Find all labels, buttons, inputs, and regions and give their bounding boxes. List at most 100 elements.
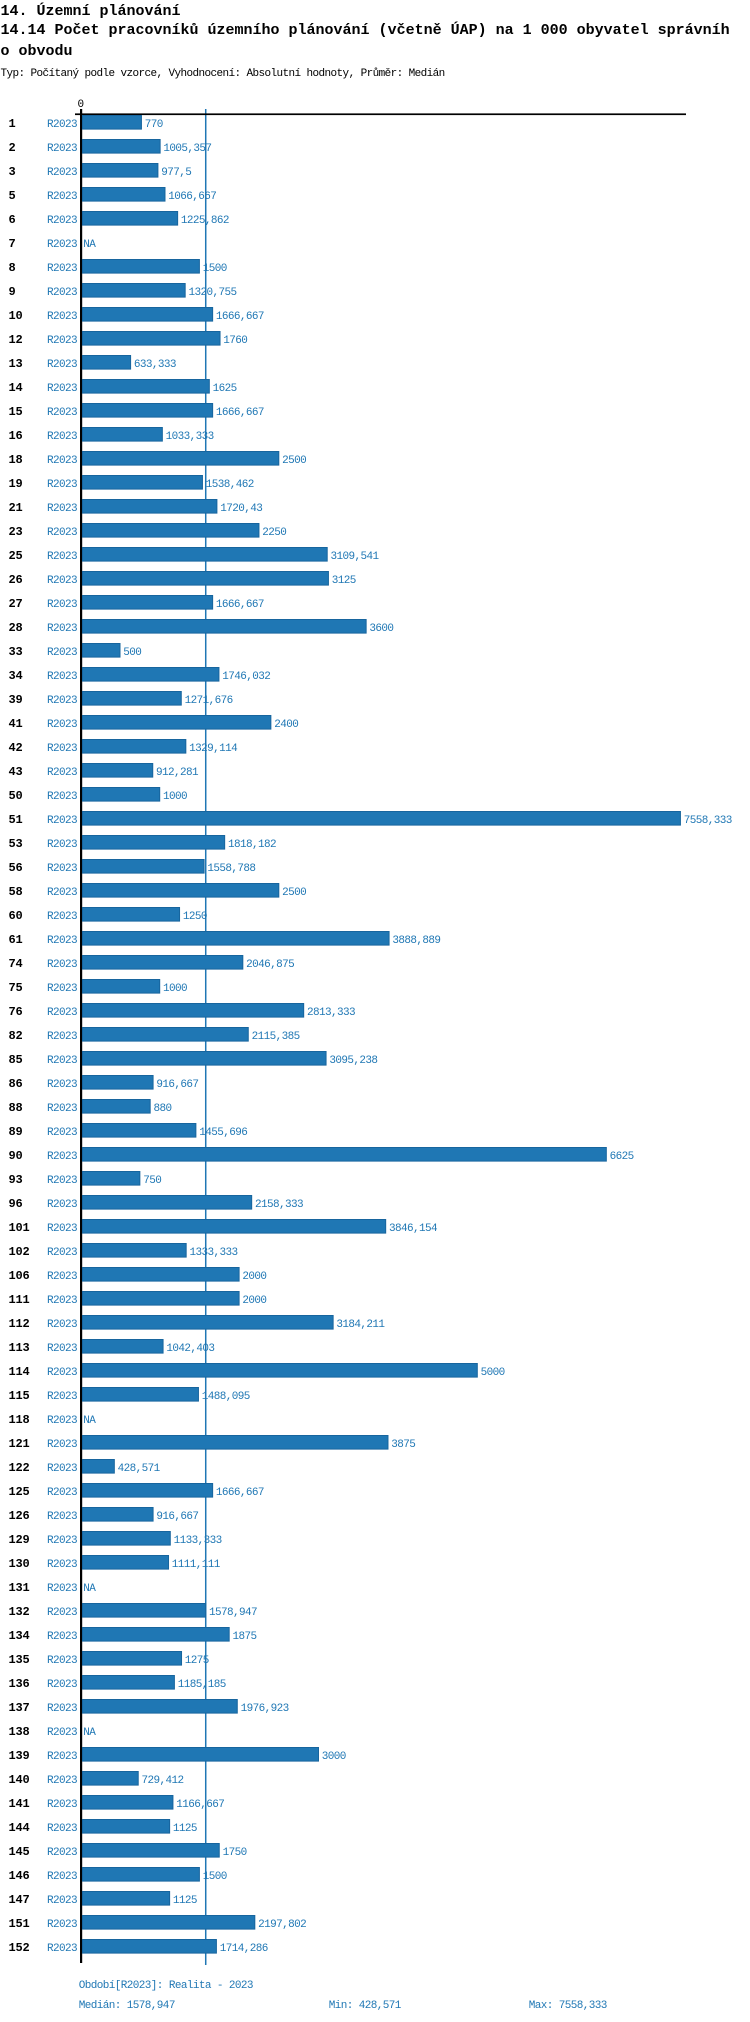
svg-text:770: 770: [145, 119, 163, 131]
svg-text:R2023: R2023: [47, 263, 77, 275]
svg-text:126: 126: [9, 1509, 30, 1523]
svg-text:R2023: R2023: [47, 1151, 77, 1163]
svg-text:R2023: R2023: [47, 815, 77, 827]
svg-text:5000: 5000: [481, 1367, 505, 1379]
svg-text:R2023: R2023: [47, 143, 77, 155]
svg-text:R2023: R2023: [47, 1247, 77, 1259]
svg-text:1329,114: 1329,114: [189, 743, 238, 755]
svg-text:R2023: R2023: [47, 407, 77, 419]
svg-text:R2023: R2023: [47, 1295, 77, 1307]
svg-text:3: 3: [9, 165, 16, 179]
svg-text:130: 130: [9, 1557, 30, 1571]
svg-text:R2023: R2023: [47, 1775, 77, 1787]
svg-text:7558,333: 7558,333: [684, 815, 732, 827]
svg-text:2500: 2500: [282, 887, 306, 899]
svg-text:14. Územní plánování: 14. Územní plánování: [1, 2, 181, 20]
svg-text:R2023: R2023: [47, 431, 77, 443]
svg-text:112: 112: [9, 1317, 30, 1331]
svg-text:R2023: R2023: [47, 551, 77, 563]
svg-text:1976,923: 1976,923: [241, 1703, 289, 1715]
svg-text:82: 82: [9, 1029, 23, 1043]
svg-text:916,667: 916,667: [156, 1511, 198, 1523]
svg-text:102: 102: [9, 1245, 30, 1259]
svg-text:R2023: R2023: [47, 839, 77, 851]
svg-text:139: 139: [9, 1749, 30, 1763]
svg-text:1166,667: 1166,667: [176, 1799, 224, 1811]
svg-text:1875: 1875: [233, 1631, 257, 1643]
svg-text:R2023: R2023: [47, 1679, 77, 1691]
svg-text:1225,862: 1225,862: [181, 215, 229, 227]
svg-text:144: 144: [9, 1821, 30, 1835]
svg-text:151: 151: [9, 1917, 30, 1931]
svg-text:1714,286: 1714,286: [220, 1943, 268, 1955]
svg-text:88: 88: [9, 1101, 23, 1115]
svg-text:6: 6: [9, 213, 16, 227]
svg-text:132: 132: [9, 1605, 30, 1619]
svg-text:R2023: R2023: [47, 1583, 77, 1595]
svg-text:1538,462: 1538,462: [206, 479, 254, 491]
svg-text:R2023: R2023: [47, 1823, 77, 1835]
svg-text:3184,211: 3184,211: [336, 1319, 385, 1331]
svg-text:R2023: R2023: [47, 239, 77, 251]
svg-text:R2023: R2023: [47, 719, 77, 731]
svg-text:141: 141: [9, 1797, 30, 1811]
svg-text:152: 152: [9, 1941, 30, 1955]
svg-text:1066,667: 1066,667: [168, 191, 216, 203]
svg-text:R2023: R2023: [47, 1535, 77, 1547]
svg-text:NA: NA: [83, 1727, 96, 1739]
svg-text:1760: 1760: [223, 335, 247, 347]
svg-text:137: 137: [9, 1701, 30, 1715]
svg-text:R2023: R2023: [47, 215, 77, 227]
svg-text:Typ: Počítaný podle vzorce, Vy: Typ: Počítaný podle vzorce, Vyhodnocení:…: [1, 67, 445, 80]
svg-text:1455,696: 1455,696: [199, 1127, 247, 1139]
svg-text:R2023: R2023: [47, 383, 77, 395]
svg-text:136: 136: [9, 1677, 30, 1691]
svg-text:R2023: R2023: [47, 1031, 77, 1043]
svg-text:R2023: R2023: [47, 791, 77, 803]
svg-text:Max: 7558,333: Max: 7558,333: [529, 2000, 607, 2012]
svg-text:2500: 2500: [282, 455, 306, 467]
svg-text:R2023: R2023: [47, 887, 77, 899]
svg-text:1746,032: 1746,032: [222, 671, 270, 683]
svg-text:R2023: R2023: [47, 1415, 77, 1427]
svg-text:R2023: R2023: [47, 575, 77, 587]
svg-text:912,281: 912,281: [156, 767, 199, 779]
svg-text:R2023: R2023: [47, 863, 77, 875]
svg-text:R2023: R2023: [47, 1055, 77, 1067]
svg-text:R2023: R2023: [47, 743, 77, 755]
svg-text:13: 13: [9, 357, 23, 371]
svg-text:58: 58: [9, 885, 23, 899]
svg-text:1666,667: 1666,667: [216, 407, 264, 419]
svg-text:1720,43: 1720,43: [220, 503, 262, 515]
svg-text:146: 146: [9, 1869, 30, 1883]
svg-text:1500: 1500: [203, 263, 227, 275]
svg-text:39: 39: [9, 693, 23, 707]
svg-text:1818,182: 1818,182: [228, 839, 276, 851]
svg-text:1666,667: 1666,667: [216, 599, 264, 611]
svg-text:729,412: 729,412: [142, 1775, 184, 1787]
svg-text:7: 7: [9, 237, 16, 251]
svg-text:21: 21: [9, 501, 23, 515]
svg-text:1125: 1125: [173, 1823, 197, 1835]
svg-text:1625: 1625: [213, 383, 237, 395]
svg-text:51: 51: [9, 813, 23, 827]
svg-text:135: 135: [9, 1653, 30, 1667]
svg-text:1271,676: 1271,676: [185, 695, 233, 707]
svg-text:85: 85: [9, 1053, 23, 1067]
svg-text:Období[R2023]: Realita - 2023: Období[R2023]: Realita - 2023: [79, 1980, 253, 1992]
svg-text:3875: 3875: [391, 1439, 415, 1451]
svg-text:50: 50: [9, 789, 23, 803]
svg-text:3000: 3000: [322, 1751, 346, 1763]
svg-text:41: 41: [9, 717, 23, 731]
svg-text:53: 53: [9, 837, 23, 851]
svg-text:1185,185: 1185,185: [178, 1679, 226, 1691]
svg-text:R2023: R2023: [47, 455, 77, 467]
svg-text:2813,333: 2813,333: [307, 1007, 355, 1019]
svg-text:R2023: R2023: [47, 647, 77, 659]
svg-text:R2023: R2023: [47, 1319, 77, 1331]
svg-text:R2023: R2023: [47, 935, 77, 947]
svg-text:R2023: R2023: [47, 1847, 77, 1859]
svg-text:113: 113: [9, 1341, 30, 1355]
svg-text:R2023: R2023: [47, 167, 77, 179]
svg-text:2000: 2000: [242, 1295, 266, 1307]
